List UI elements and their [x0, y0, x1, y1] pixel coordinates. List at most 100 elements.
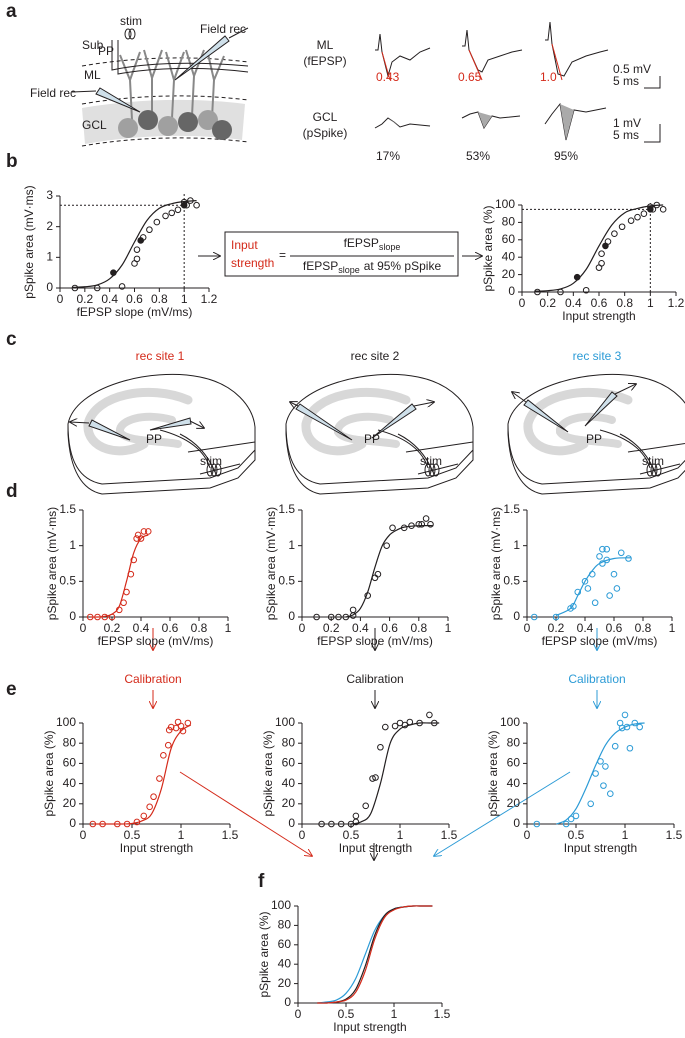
data-point: [133, 818, 141, 826]
data-point: [93, 284, 101, 292]
panel-label: c: [6, 329, 17, 350]
data-point: [349, 606, 357, 614]
equation-lhs: Input: [231, 238, 258, 252]
numerator: fEPSPslope: [344, 236, 401, 252]
data-point: [588, 570, 596, 578]
y-tick-label: 60: [502, 232, 516, 246]
electrode-wires: [70, 384, 636, 428]
x-tick-label: 0.6: [591, 296, 608, 310]
x-tick-label: 0.6: [126, 292, 143, 306]
ratio-label: 0.65: [458, 70, 482, 84]
chart: 0 0.5 1 1.5 0 20 40 60 80 100 Input strength pSpike…: [42, 715, 238, 855]
data-point: [631, 719, 639, 727]
data-point: [372, 774, 379, 781]
y-tick-label: 80: [278, 918, 292, 932]
fit-curve: [92, 724, 192, 825]
fit-curve: [90, 534, 149, 618]
data-point: [533, 820, 541, 828]
data-point: [123, 588, 130, 596]
x-tick-label: 0.5: [338, 1007, 355, 1021]
equation-equals: =: [279, 248, 286, 262]
data-point: [133, 246, 141, 253]
y-tick-label: 100: [271, 898, 291, 912]
label: stim: [200, 454, 222, 468]
data-point: [89, 820, 97, 828]
x-tick-label: 0.5: [343, 828, 360, 842]
data-point: [418, 520, 426, 528]
data-point: [146, 803, 153, 811]
data-point: [591, 599, 599, 607]
x-tick-label: 0.4: [577, 621, 594, 635]
numerator-sub: slope: [379, 242, 401, 252]
y-tick-label: 40: [282, 776, 296, 790]
data-point: [611, 230, 618, 238]
data-point: [146, 226, 153, 234]
data-point: [134, 531, 142, 539]
ratio-label: 0.43: [376, 70, 400, 84]
data-point: [401, 721, 409, 729]
y-tick-label: 20: [507, 796, 521, 810]
fit-curve: [350, 722, 440, 825]
y-tick-label: 100: [500, 715, 520, 729]
data-point: [415, 520, 423, 528]
x-axis-label: Input strength: [339, 841, 412, 855]
x-tick-label: 0.8: [410, 621, 427, 635]
data-point: [99, 820, 106, 828]
site-label: rec site 1: [136, 349, 185, 363]
panel-label: b: [6, 151, 18, 172]
arrow: [179, 771, 312, 856]
data-point: [617, 549, 625, 557]
data-point: [342, 613, 350, 621]
y-tick-label: 1: [288, 538, 295, 552]
x-tick-label: 0.8: [151, 292, 168, 306]
y-tick-label: 0.5: [59, 574, 76, 588]
calibration-label: Calibration: [568, 672, 625, 686]
x-tick-label: 0: [299, 828, 306, 842]
data-point: [599, 560, 606, 567]
data-point: [602, 763, 609, 770]
data-point: [610, 570, 618, 578]
y-axis-label: pSpike area (mV·ms): [45, 507, 59, 620]
data-point: [640, 210, 648, 217]
x-tick-label: 0: [80, 828, 87, 842]
x-axis-label: fEPSP slope (mV/ms): [542, 634, 658, 648]
x-tick-label: 1: [397, 828, 404, 842]
y-tick-label: 100: [495, 197, 515, 211]
data-point: [562, 820, 570, 828]
y-tick-label: 0: [284, 995, 291, 1009]
x-tick-label: 0: [57, 292, 64, 306]
denominator-text: fEPSP: [303, 259, 338, 273]
label: PP: [146, 432, 162, 446]
chart: 0 0.2 0.4 0.6 0.8 1 1.2 0 1 2 3 fEPSP slope (mV/ms)…: [22, 185, 217, 319]
fit-curve: [72, 200, 197, 288]
data-point: [552, 613, 560, 621]
x-tick-label: 1.5: [441, 828, 458, 842]
data-point: [603, 545, 611, 553]
x-tick-label: 1.5: [666, 828, 683, 842]
data-point: [137, 535, 145, 542]
x-tick-label: 0.8: [616, 296, 633, 310]
y-tick-label: 80: [63, 735, 77, 749]
y-axis-label: pSpike area (%): [42, 730, 56, 816]
data-point: [636, 723, 644, 731]
data-point: [187, 197, 194, 204]
y-tick-label: 0: [288, 816, 295, 830]
data-point: [184, 719, 192, 727]
y-axis-label: pSpike area (mV·ms): [22, 185, 36, 298]
data-point: [140, 528, 148, 535]
data-point: [337, 820, 345, 828]
schematic: [71, 27, 249, 147]
x-tick-label: 0: [524, 621, 531, 635]
data-point: [659, 206, 667, 213]
x-tick-label: 0.2: [539, 296, 556, 310]
scale-label: 1 mV: [613, 116, 641, 130]
x-tick-label: 0.8: [635, 621, 652, 635]
data-point: [592, 770, 599, 777]
data-point: [110, 269, 117, 276]
x-tick-label: 0.2: [548, 621, 565, 635]
data-point: [164, 741, 172, 749]
x-tick-label: 1: [445, 621, 452, 635]
x-tick-label: 1: [647, 296, 654, 310]
data-point: [101, 613, 109, 621]
y-tick-label: 0: [288, 609, 295, 623]
